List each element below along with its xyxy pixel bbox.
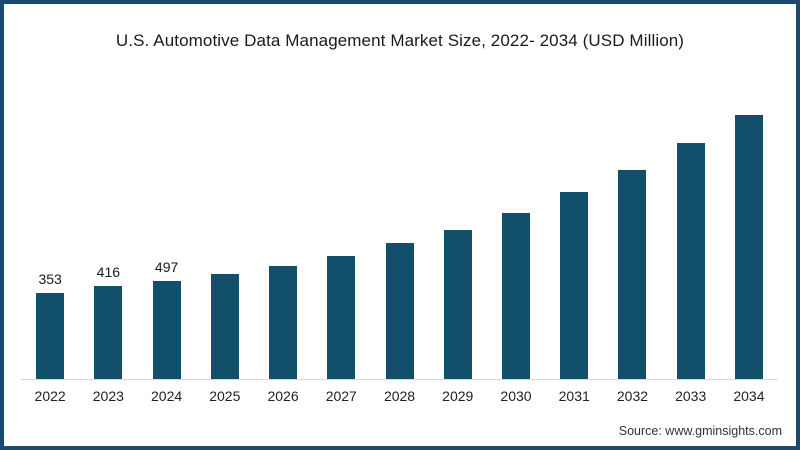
bar-2024: [152, 281, 181, 379]
tick-label-2032: 2032: [616, 388, 649, 404]
bar-2031: [560, 192, 589, 379]
tick-label-2031: 2031: [558, 388, 590, 404]
bar-slot-2024: 497: [137, 260, 195, 379]
bar-2029: [443, 230, 472, 379]
bar-slot-2025: [196, 267, 254, 379]
bar-slot-2030: [487, 206, 545, 379]
bar-2027: [327, 256, 356, 379]
bar-2030: [501, 213, 530, 379]
bar-2032: [618, 170, 647, 379]
tick-label-2026: 2026: [267, 388, 299, 404]
tick-label-2034: 2034: [733, 388, 765, 404]
tick-label-2027: 2027: [325, 388, 357, 404]
tick-label-2025: 2025: [209, 388, 241, 404]
tick-label-2022: 2022: [34, 388, 66, 404]
tick-label-2030: 2030: [500, 388, 532, 404]
bar-slot-2029: [429, 223, 487, 379]
bar-2022: [36, 293, 65, 379]
x-axis-line: [21, 379, 778, 380]
tick-label-2023: 2023: [92, 388, 124, 404]
tick-label-2033: 2033: [675, 388, 707, 404]
bar-slot-2031: [545, 185, 603, 379]
bar-2025: [210, 274, 239, 379]
bar-2023: [94, 286, 123, 379]
tick-label-2024: 2024: [151, 388, 183, 404]
bar-2026: [269, 266, 298, 379]
bar-value-label: 497: [154, 259, 179, 275]
bar-slot-2023: 416: [79, 265, 137, 379]
bar-slot-2033: [662, 136, 720, 379]
bar-slot-2022: 353: [21, 272, 79, 379]
bars-area: 353 416 497: [21, 0, 778, 379]
bar-slot-2027: [312, 249, 370, 379]
bar-2033: [676, 143, 705, 379]
tick-label-2028: 2028: [383, 388, 416, 404]
chart-title: U.S. Automotive Data Management Market S…: [115, 31, 685, 50]
bar-slot-2026: [254, 259, 312, 379]
bar-slot-2034: [720, 108, 778, 379]
source-credit: Source: www.gminsights.com: [618, 424, 782, 438]
bar-value-label: 416: [96, 264, 121, 280]
bar-slot-2028: [370, 236, 428, 379]
bar-2028: [385, 243, 414, 379]
tick-label-2029: 2029: [442, 388, 474, 404]
x-axis-tick-labels: 2022 2023 2024 2025 2026 2027 2028 2029 2030 2031…: [21, 388, 778, 404]
bar-value-label: 353: [38, 271, 62, 287]
bar-slot-2032: [603, 163, 661, 379]
bar-2034: [734, 115, 763, 379]
